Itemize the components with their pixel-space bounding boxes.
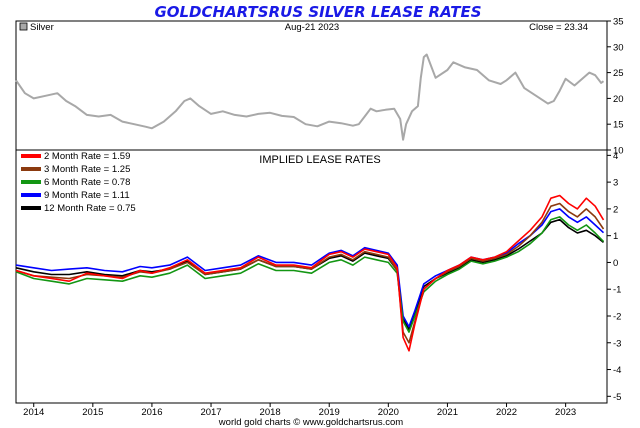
lease-y-tick-label: -2 <box>613 311 621 322</box>
x-tick-label: 2021 <box>437 407 458 418</box>
silver-legend-label: Silver <box>30 22 54 33</box>
lease-y-tick-label: 4 <box>613 151 618 162</box>
legend-label: 3 Month Rate = 1.25 <box>44 164 130 175</box>
lease-y-tick-label: -3 <box>613 338 621 349</box>
lease-y-axis: -5 -4 -3 -2 -1 0 1 2 3 4 <box>607 151 621 403</box>
x-tick-label: 2016 <box>141 407 162 418</box>
lease-y-tick-label: 2 <box>613 204 618 215</box>
lease-y-tick-label: -4 <box>613 365 621 376</box>
silver-y-tick-label: 35 <box>613 17 624 28</box>
footer-credit: world gold charts © www.goldchartsrus.co… <box>218 417 403 428</box>
lease-y-tick-label: 1 <box>613 231 618 242</box>
lease-line-6-month-rate <box>15 216 605 333</box>
legend-swatch <box>21 167 41 171</box>
date-label: Aug-21 2023 <box>285 22 339 33</box>
silver-y-tick-label: 10 <box>613 146 624 157</box>
lease-line-9-month-rate <box>15 208 605 328</box>
x-tick-label: 2015 <box>82 407 103 418</box>
x-tick-label: 2019 <box>319 407 340 418</box>
lease-y-tick-label: -1 <box>613 285 621 296</box>
legend-label: 2 Month Rate = 1.59 <box>44 151 130 162</box>
silver-y-tick-label: 25 <box>613 68 624 79</box>
lease-series <box>15 194 605 352</box>
legend-label: 12 Month Rate = 0.75 <box>44 203 136 214</box>
x-tick-label: 2017 <box>200 407 221 418</box>
lease-y-tick-label: 3 <box>613 178 618 189</box>
silver-y-tick-label: 30 <box>613 42 624 53</box>
silver-y-tick-label: 15 <box>613 120 624 131</box>
lease-legend: 2 Month Rate = 1.59 3 Month Rate = 1.25 6 … <box>21 151 136 214</box>
legend-label: 9 Month Rate = 1.11 <box>44 190 130 201</box>
lease-y-tick-label: -5 <box>613 392 621 403</box>
legend-swatch <box>21 180 41 184</box>
legend-swatch <box>21 206 41 210</box>
chart-title: GOLDCHARTSRUS SILVER LEASE RATES <box>154 3 481 21</box>
x-tick-label: 2014 <box>23 407 44 418</box>
legend-label: 6 Month Rate = 0.78 <box>44 177 130 188</box>
x-tick-label: 2018 <box>260 407 281 418</box>
lease-y-tick-label: 0 <box>613 258 618 269</box>
close-label: Close = 23.34 <box>529 22 588 33</box>
silver-legend-swatch <box>19 22 28 31</box>
lease-line-2-month-rate <box>15 194 605 352</box>
silver-y-axis: 10 15 20 25 30 35 <box>607 17 624 157</box>
x-axis: 2014 2015 2016 2017 2018 2019 2020 2021 2022 2023 <box>23 403 576 418</box>
x-tick-label: 2022 <box>496 407 517 418</box>
silver-y-tick-label: 20 <box>613 94 624 105</box>
silver-price-line <box>15 53 605 141</box>
legend-swatch <box>21 154 41 158</box>
silver-panel <box>15 20 608 151</box>
x-tick-label: 2023 <box>555 407 576 418</box>
lease-panel-title: IMPLIED LEASE RATES <box>259 154 380 166</box>
silver-series <box>15 53 605 141</box>
x-tick-label: 2020 <box>378 407 399 418</box>
legend-swatch <box>21 193 41 197</box>
